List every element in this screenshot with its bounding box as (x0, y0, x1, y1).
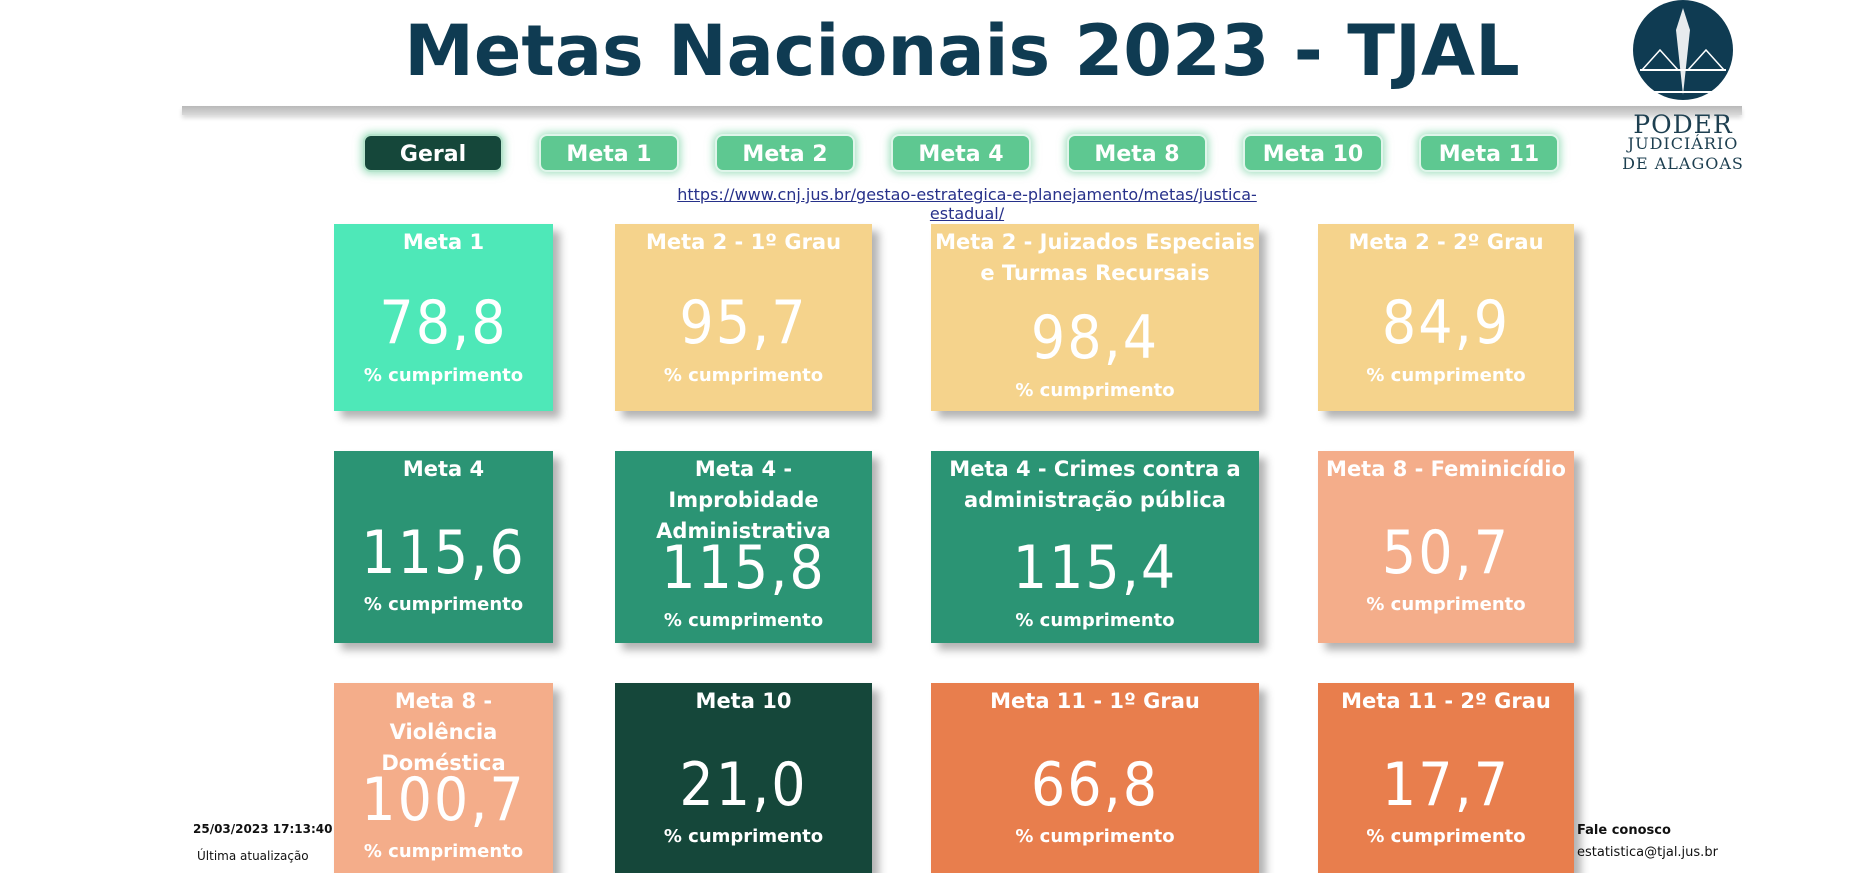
card-subtitle: % cumprimento (1015, 380, 1175, 401)
card-title: Meta 2 - 1º Grau (645, 230, 842, 254)
nav-button-meta-8[interactable]: Meta 8 (1067, 134, 1207, 172)
card-title: Meta 2 - Juizados Especiais e Turmas Rec… (935, 230, 1255, 285)
card-value: 21,0 (679, 750, 808, 820)
card-title: Meta 10 (695, 689, 792, 713)
logo-text-judiciario: JUDICIÁRIO (1627, 134, 1739, 153)
card-title: Meta 4 (402, 457, 485, 481)
card-value: 115,4 (1012, 533, 1178, 603)
card-subtitle: % cumprimento (363, 365, 524, 386)
nav-button-geral[interactable]: Geral (363, 134, 503, 172)
card-value: 78,8 (379, 288, 508, 358)
card-value: 95,7 (679, 288, 808, 358)
card-subtitle: % cumprimento (663, 610, 824, 631)
logo-text-poder: PODER (1633, 110, 1733, 139)
card-meta-4-crimes[interactable]: Meta 4 - Crimes contra a administração p… (931, 451, 1259, 643)
card-value: 66,8 (1030, 750, 1160, 820)
card-title: Meta 8 - Feminicídio (1326, 457, 1566, 481)
card-title: Meta 1 (402, 230, 485, 254)
card-meta-2-juizados[interactable]: Meta 2 - Juizados Especiais e Turmas Rec… (931, 224, 1259, 411)
card-subtitle: % cumprimento (1366, 826, 1526, 847)
last-update-timestamp: 25/03/2023 17:13:40 (193, 822, 333, 836)
title-divider (182, 106, 1742, 115)
card-value: 50,7 (1381, 518, 1511, 588)
card-meta-4[interactable]: Meta 4 115,6 % cumprimento (334, 451, 553, 643)
nav-button-meta-2[interactable]: Meta 2 (715, 134, 855, 172)
card-value: 98,4 (1030, 303, 1160, 373)
card-subtitle: % cumprimento (1366, 365, 1526, 386)
card-meta-2-2-grau[interactable]: Meta 2 - 2º Grau 84,9 % cumprimento (1318, 224, 1574, 411)
card-subtitle: % cumprimento (1366, 594, 1526, 615)
card-value: 17,7 (1381, 750, 1511, 820)
nav-button-meta-1[interactable]: Meta 1 (539, 134, 679, 172)
card-meta-8-feminicidio[interactable]: Meta 8 - Feminicídio 50,7 % cumprimento (1318, 451, 1574, 643)
nav-button-meta-4[interactable]: Meta 4 (891, 134, 1031, 172)
card-title: Meta 4 - Improbidade Administrativa (656, 457, 831, 543)
card-title: Meta 8 - Violência Doméstica (381, 689, 506, 775)
card-subtitle: % cumprimento (363, 594, 524, 615)
card-value: 115,6 (361, 518, 526, 588)
tjal-logo-emblem (1633, 0, 1733, 100)
card-title: Meta 11 - 1º Grau (990, 689, 1200, 713)
card-meta-11-1-grau[interactable]: Meta 11 - 1º Grau 66,8 % cumprimento (931, 683, 1259, 873)
card-meta-2-1-grau[interactable]: Meta 2 - 1º Grau 95,7 % cumprimento (615, 224, 872, 411)
nav-button-meta-10[interactable]: Meta 10 (1243, 134, 1383, 172)
page-title: Metas Nacionais 2023 - TJAL (404, 10, 1520, 92)
logo-text-alagoas: DE ALAGOAS (1622, 154, 1744, 173)
card-subtitle: % cumprimento (663, 826, 824, 847)
card-meta-10[interactable]: Meta 10 21,0 % cumprimento (615, 683, 872, 873)
card-title: Meta 4 - Crimes contra a administração p… (949, 457, 1241, 512)
card-value: 84,9 (1381, 288, 1511, 358)
contact-label: Fale conosco (1577, 823, 1671, 838)
cnj-metas-link[interactable]: https://www.cnj.jus.br/gestao-estrategic… (677, 185, 1257, 223)
card-meta-4-improbidade[interactable]: Meta 4 - Improbidade Administrativa 115,… (615, 451, 872, 643)
contact-email[interactable]: estatistica@tjal.jus.br (1577, 845, 1718, 860)
card-value: 115,8 (661, 533, 826, 603)
card-title: Meta 11 - 2º Grau (1341, 689, 1551, 713)
card-subtitle: % cumprimento (1015, 610, 1175, 631)
card-meta-1[interactable]: Meta 1 78,8 % cumprimento (334, 224, 553, 411)
nav-button-meta-11[interactable]: Meta 11 (1419, 134, 1559, 172)
card-title: Meta 2 - 2º Grau (1348, 230, 1544, 254)
card-meta-11-2-grau[interactable]: Meta 11 - 2º Grau 17,7 % cumprimento (1318, 683, 1574, 873)
last-update-label: Última atualização (197, 849, 309, 863)
card-value: 100,7 (361, 765, 526, 835)
card-subtitle: % cumprimento (663, 365, 824, 386)
card-meta-8-violencia-domestica[interactable]: Meta 8 - Violência Doméstica 100,7 % cum… (334, 683, 553, 873)
card-subtitle: % cumprimento (363, 841, 524, 862)
card-subtitle: % cumprimento (1015, 826, 1175, 847)
